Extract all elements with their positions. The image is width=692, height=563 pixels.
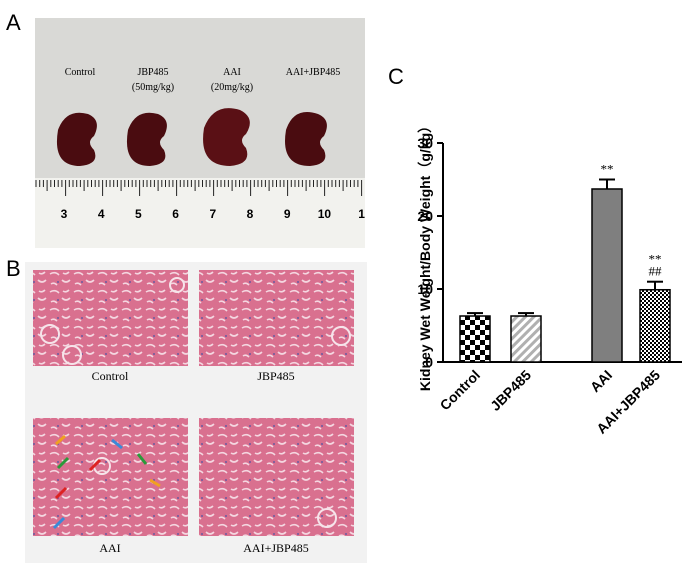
- bar: [510, 315, 542, 363]
- ruler-number: 9: [284, 207, 291, 221]
- y-tick-label: 30: [417, 135, 433, 151]
- y-tick-label: 10: [417, 281, 433, 297]
- y-axis-label: Kidney Wet Weight/Body Weight（g/kg）: [417, 119, 433, 391]
- ruler-number: 10: [318, 207, 332, 221]
- histology-image: [33, 418, 188, 536]
- ruler-number: 5: [135, 207, 142, 221]
- kidneys: [56, 108, 327, 166]
- panel-letter: C: [388, 64, 404, 89]
- photo-label: Control: [65, 67, 96, 78]
- ruler-number: 8: [247, 207, 254, 221]
- histology-image: [199, 418, 354, 536]
- bar: [459, 315, 491, 363]
- ruler: [35, 178, 365, 248]
- x-tick-label: JBP485: [487, 367, 534, 414]
- image-label: Control: [92, 369, 129, 383]
- y-tick-label: 0: [425, 354, 433, 370]
- image-label: JBP485: [257, 369, 294, 383]
- histology-image: [33, 270, 188, 366]
- photo-label: AAI+JBP485: [286, 67, 341, 78]
- photo-label: AAI: [223, 67, 241, 78]
- annotation: ##: [649, 264, 663, 279]
- annotation: **: [601, 162, 614, 177]
- x-tick-label: AAI: [587, 367, 615, 395]
- bar: [591, 188, 623, 363]
- ruler-number: 3: [61, 207, 68, 221]
- photo-label: (20mg/kg): [211, 82, 253, 93]
- panel-letter: B: [6, 256, 21, 281]
- photo-label: (50mg/kg): [132, 82, 174, 93]
- ruler-number: 7: [209, 207, 216, 221]
- y-tick-label: 20: [417, 208, 433, 224]
- ruler-ticks: 3 4 5 6 7 8 9 10 1: [35, 180, 365, 221]
- bar: [639, 288, 671, 363]
- image-label: AAI: [99, 541, 120, 555]
- histology-image: [199, 270, 354, 366]
- annotation: **: [649, 252, 662, 267]
- x-tick-label: Control: [437, 367, 484, 414]
- image-label: AAI+JBP485: [243, 541, 308, 555]
- photo-label: JBP485: [137, 67, 168, 78]
- ruler-number: 4: [98, 207, 105, 221]
- ruler-number: 1: [358, 207, 365, 221]
- panel-letter: A: [6, 10, 21, 35]
- ruler-number: 6: [172, 207, 179, 221]
- arrows: [52, 434, 161, 530]
